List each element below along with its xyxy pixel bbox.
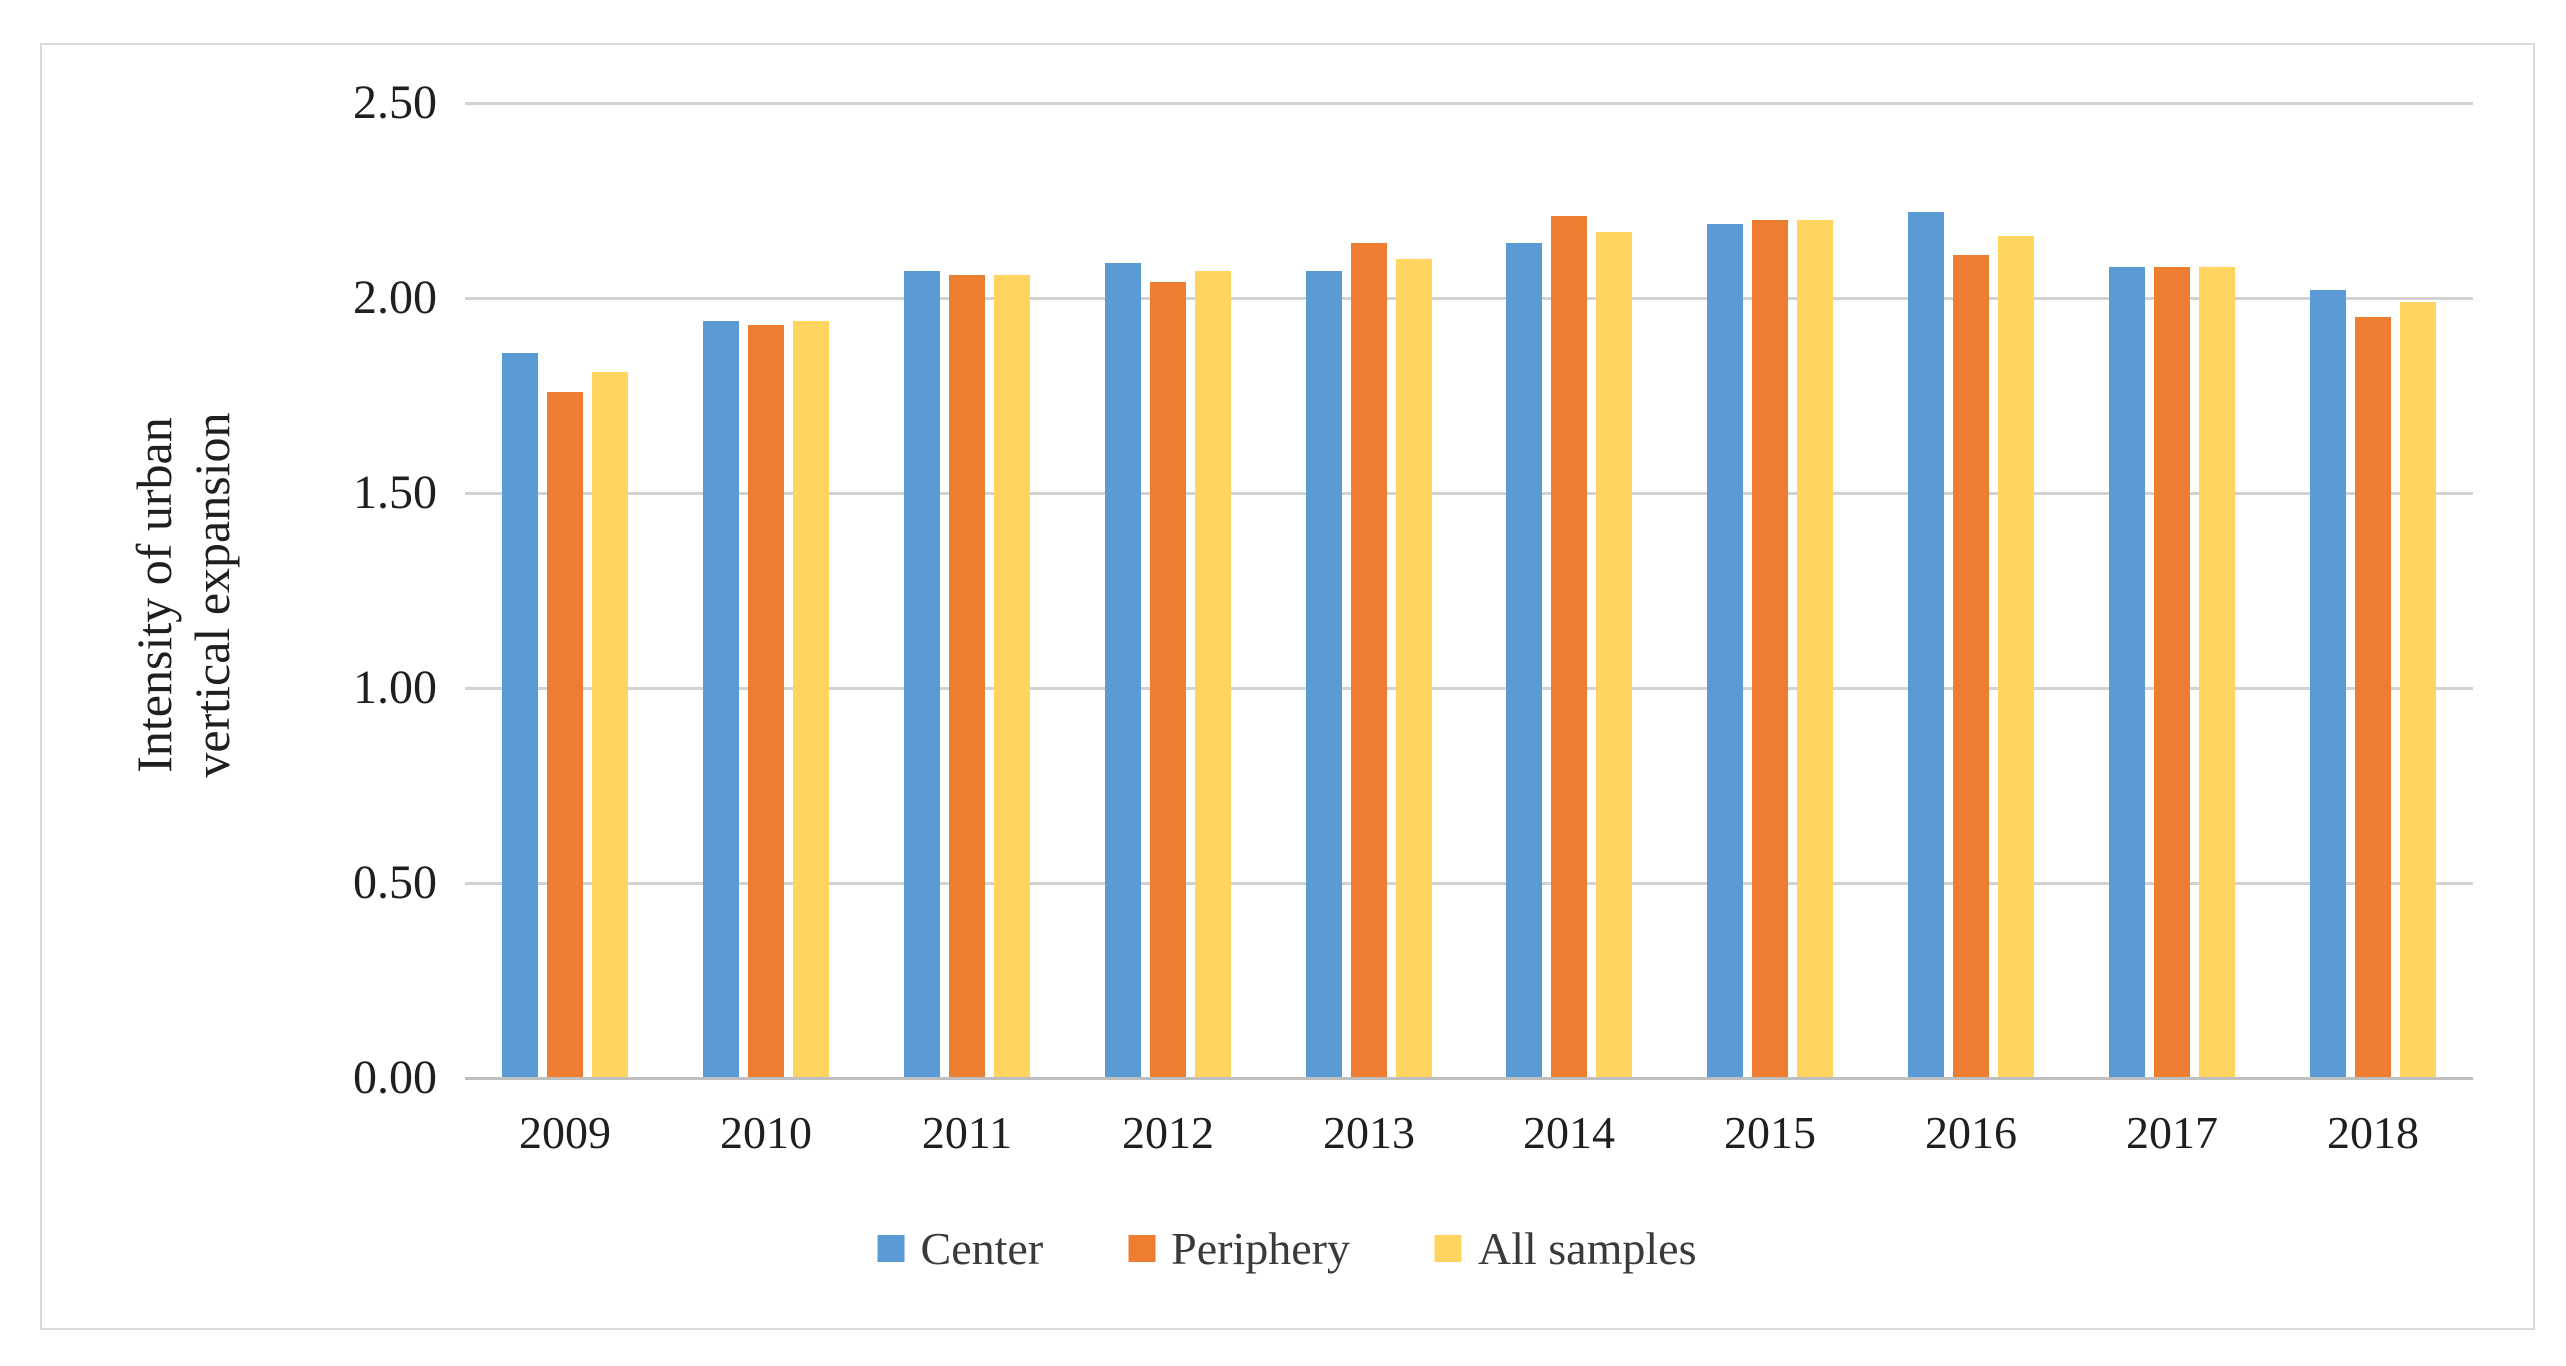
y-tick-label: 1.50 <box>353 466 437 519</box>
y-axis-title-line-1: Intensity of urban <box>126 417 182 773</box>
x-axis-label-2011: 2011 <box>921 1107 1013 1158</box>
all-samples-series-swatch-icon <box>1434 1235 1462 1262</box>
bar-center-2011 <box>904 271 940 1078</box>
gridline-2.50 <box>465 102 2473 105</box>
legend-item-all-samples: All samples <box>1434 1222 1697 1275</box>
bar-periphery-2017 <box>2154 267 2190 1078</box>
bar-periphery-2009 <box>547 392 583 1078</box>
bar-periphery-2010 <box>748 325 784 1078</box>
x-axis-label-2014: 2014 <box>1523 1107 1615 1158</box>
gridline-1.00 <box>465 687 2473 690</box>
legend-item-center: Center <box>877 1222 1044 1275</box>
bar-periphery-2013 <box>1351 243 1387 1078</box>
x-axis-label-2015: 2015 <box>1724 1107 1816 1158</box>
bar-periphery-2011 <box>949 275 985 1078</box>
center-series-swatch-icon <box>877 1235 905 1262</box>
x-axis-line <box>465 1077 2473 1080</box>
bar-all-samples-2013 <box>1396 259 1432 1078</box>
periphery-series-swatch-icon <box>1128 1235 1156 1262</box>
y-tick-label: 2.00 <box>353 271 437 324</box>
bar-all-samples-2015 <box>1797 220 1833 1078</box>
y-tick-label: 0.00 <box>353 1051 437 1104</box>
bar-center-2010 <box>703 321 739 1078</box>
bar-all-samples-2018 <box>2400 302 2436 1078</box>
gridline-1.50 <box>465 492 2473 495</box>
bar-center-2012 <box>1105 263 1141 1078</box>
legend-label-all-samples: All samples <box>1477 1223 1697 1274</box>
bar-periphery-2016 <box>1953 255 1989 1078</box>
gridline-2.00 <box>465 297 2473 300</box>
bar-center-2015 <box>1707 224 1743 1078</box>
bar-all-samples-2016 <box>1998 236 2034 1078</box>
x-axis-label-2017: 2017 <box>2126 1107 2218 1158</box>
y-tick-label: 1.00 <box>353 661 437 714</box>
bar-center-2009 <box>502 353 538 1078</box>
legend-label-center: Center <box>920 1223 1044 1274</box>
bar-center-2016 <box>1908 212 1944 1078</box>
bar-all-samples-2017 <box>2199 267 2235 1078</box>
x-axis-label-2009: 2009 <box>519 1107 611 1158</box>
bar-all-samples-2010 <box>793 321 829 1078</box>
bar-periphery-2018 <box>2355 317 2391 1078</box>
bar-periphery-2012 <box>1150 282 1186 1078</box>
y-tick-label: 0.50 <box>353 856 437 909</box>
gridline-0.50 <box>465 882 2473 885</box>
bar-periphery-2015 <box>1752 220 1788 1078</box>
x-axis-label-2010: 2010 <box>720 1107 812 1158</box>
y-tick-label: 2.50 <box>353 76 437 129</box>
x-axis-label-2016: 2016 <box>1925 1107 2017 1158</box>
x-axis-label-2018: 2018 <box>2327 1107 2419 1158</box>
x-axis-label-2012: 2012 <box>1122 1107 1214 1158</box>
bar-center-2017 <box>2109 267 2145 1078</box>
bar-all-samples-2009 <box>592 372 628 1078</box>
x-axis-label-2013: 2013 <box>1323 1107 1415 1158</box>
bar-all-samples-2014 <box>1596 232 1632 1078</box>
bar-center-2014 <box>1506 243 1542 1078</box>
bar-center-2013 <box>1306 271 1342 1078</box>
legend-item-periphery: Periphery <box>1128 1222 1350 1275</box>
bar-periphery-2014 <box>1551 216 1587 1078</box>
bar-center-2018 <box>2310 290 2346 1078</box>
legend-label-periphery: Periphery <box>1171 1223 1350 1274</box>
bar-all-samples-2012 <box>1195 271 1231 1078</box>
legend: Center Periphery All samples <box>877 1222 1697 1275</box>
bar-all-samples-2011 <box>994 275 1030 1078</box>
